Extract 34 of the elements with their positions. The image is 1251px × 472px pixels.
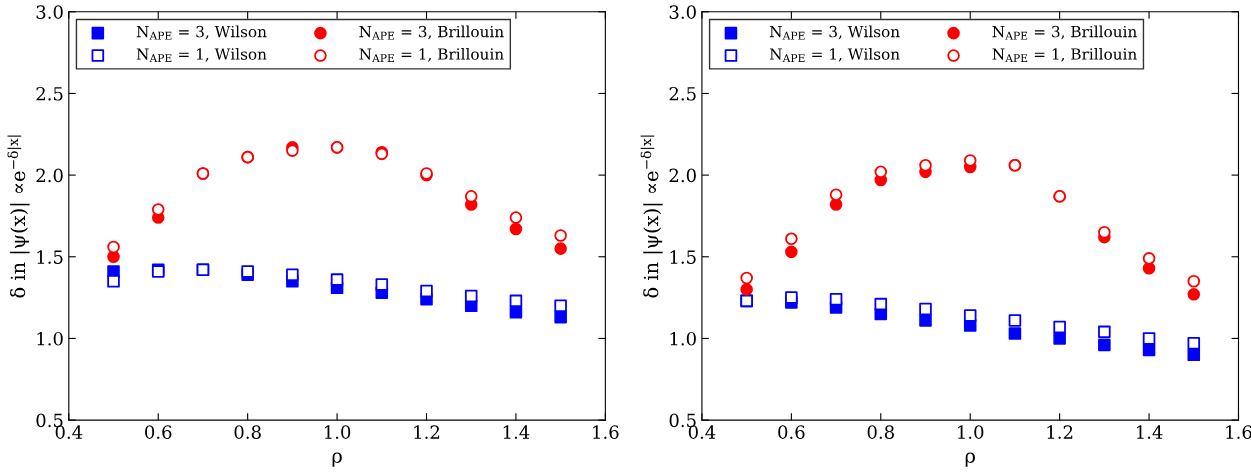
y-tick-label: 2.0	[669, 168, 696, 183]
x-tick-label: 1.0	[958, 425, 984, 439]
x-tick-label: 1.2	[414, 425, 440, 439]
legend-label: N$_{APE}$ = 3, Brillouin	[992, 25, 1137, 40]
y-tick-label: 1.5	[670, 250, 696, 264]
y-tick-label: 1.0	[670, 331, 696, 346]
legend-label: N$_{APE}$ = 3, Wilson	[769, 25, 900, 40]
legend-label: N$_{APE}$ = 3, Brillouin	[359, 25, 504, 40]
x-tick-label: 1.4	[1136, 425, 1163, 439]
x-tick-label: 0.6	[778, 425, 805, 439]
x-tick-label: 1.6	[1226, 425, 1251, 439]
y-tick-label: 2.5	[36, 86, 63, 101]
y-tick-label: 2.5	[669, 86, 696, 101]
x-tick-label: 1.6	[593, 425, 619, 439]
y-tick-label: 1.5	[37, 250, 63, 264]
y-axis-title: δ in |ψ(x)| ∝e$^{−δ|x|}$	[640, 135, 663, 298]
y-tick-label: 2.0	[36, 168, 63, 183]
legend-label: N$_{APE}$ = 3, Wilson	[136, 25, 267, 40]
y-tick-label: 1.0	[37, 331, 63, 346]
x-tick-label: 1.0	[324, 425, 351, 439]
x-axis-title: ρ	[332, 452, 342, 467]
y-axis-title: δ in |ψ(x)| ∝e$^{−δ|x|}$	[7, 135, 30, 298]
x-tick-label: 1.4	[503, 425, 530, 439]
legend-label: N$_{APE}$ = 1, Wilson	[769, 47, 900, 62]
x-tick-label: 0.8	[234, 425, 261, 439]
legend-label: N$_{APE}$ = 1, Brillouin	[992, 47, 1137, 62]
y-tick-label: 3.0	[669, 5, 696, 19]
legend-label: N$_{APE}$ = 1, Wilson	[136, 47, 267, 62]
x-axis-title: ρ	[965, 452, 975, 467]
x-tick-label: 0.6	[145, 425, 172, 439]
x-tick-label: 0.8	[867, 425, 894, 439]
x-tick-label: 1.2	[1047, 425, 1073, 439]
y-tick-label: 3.0	[36, 5, 63, 19]
legend-label: N$_{APE}$ = 1, Brillouin	[359, 47, 504, 62]
